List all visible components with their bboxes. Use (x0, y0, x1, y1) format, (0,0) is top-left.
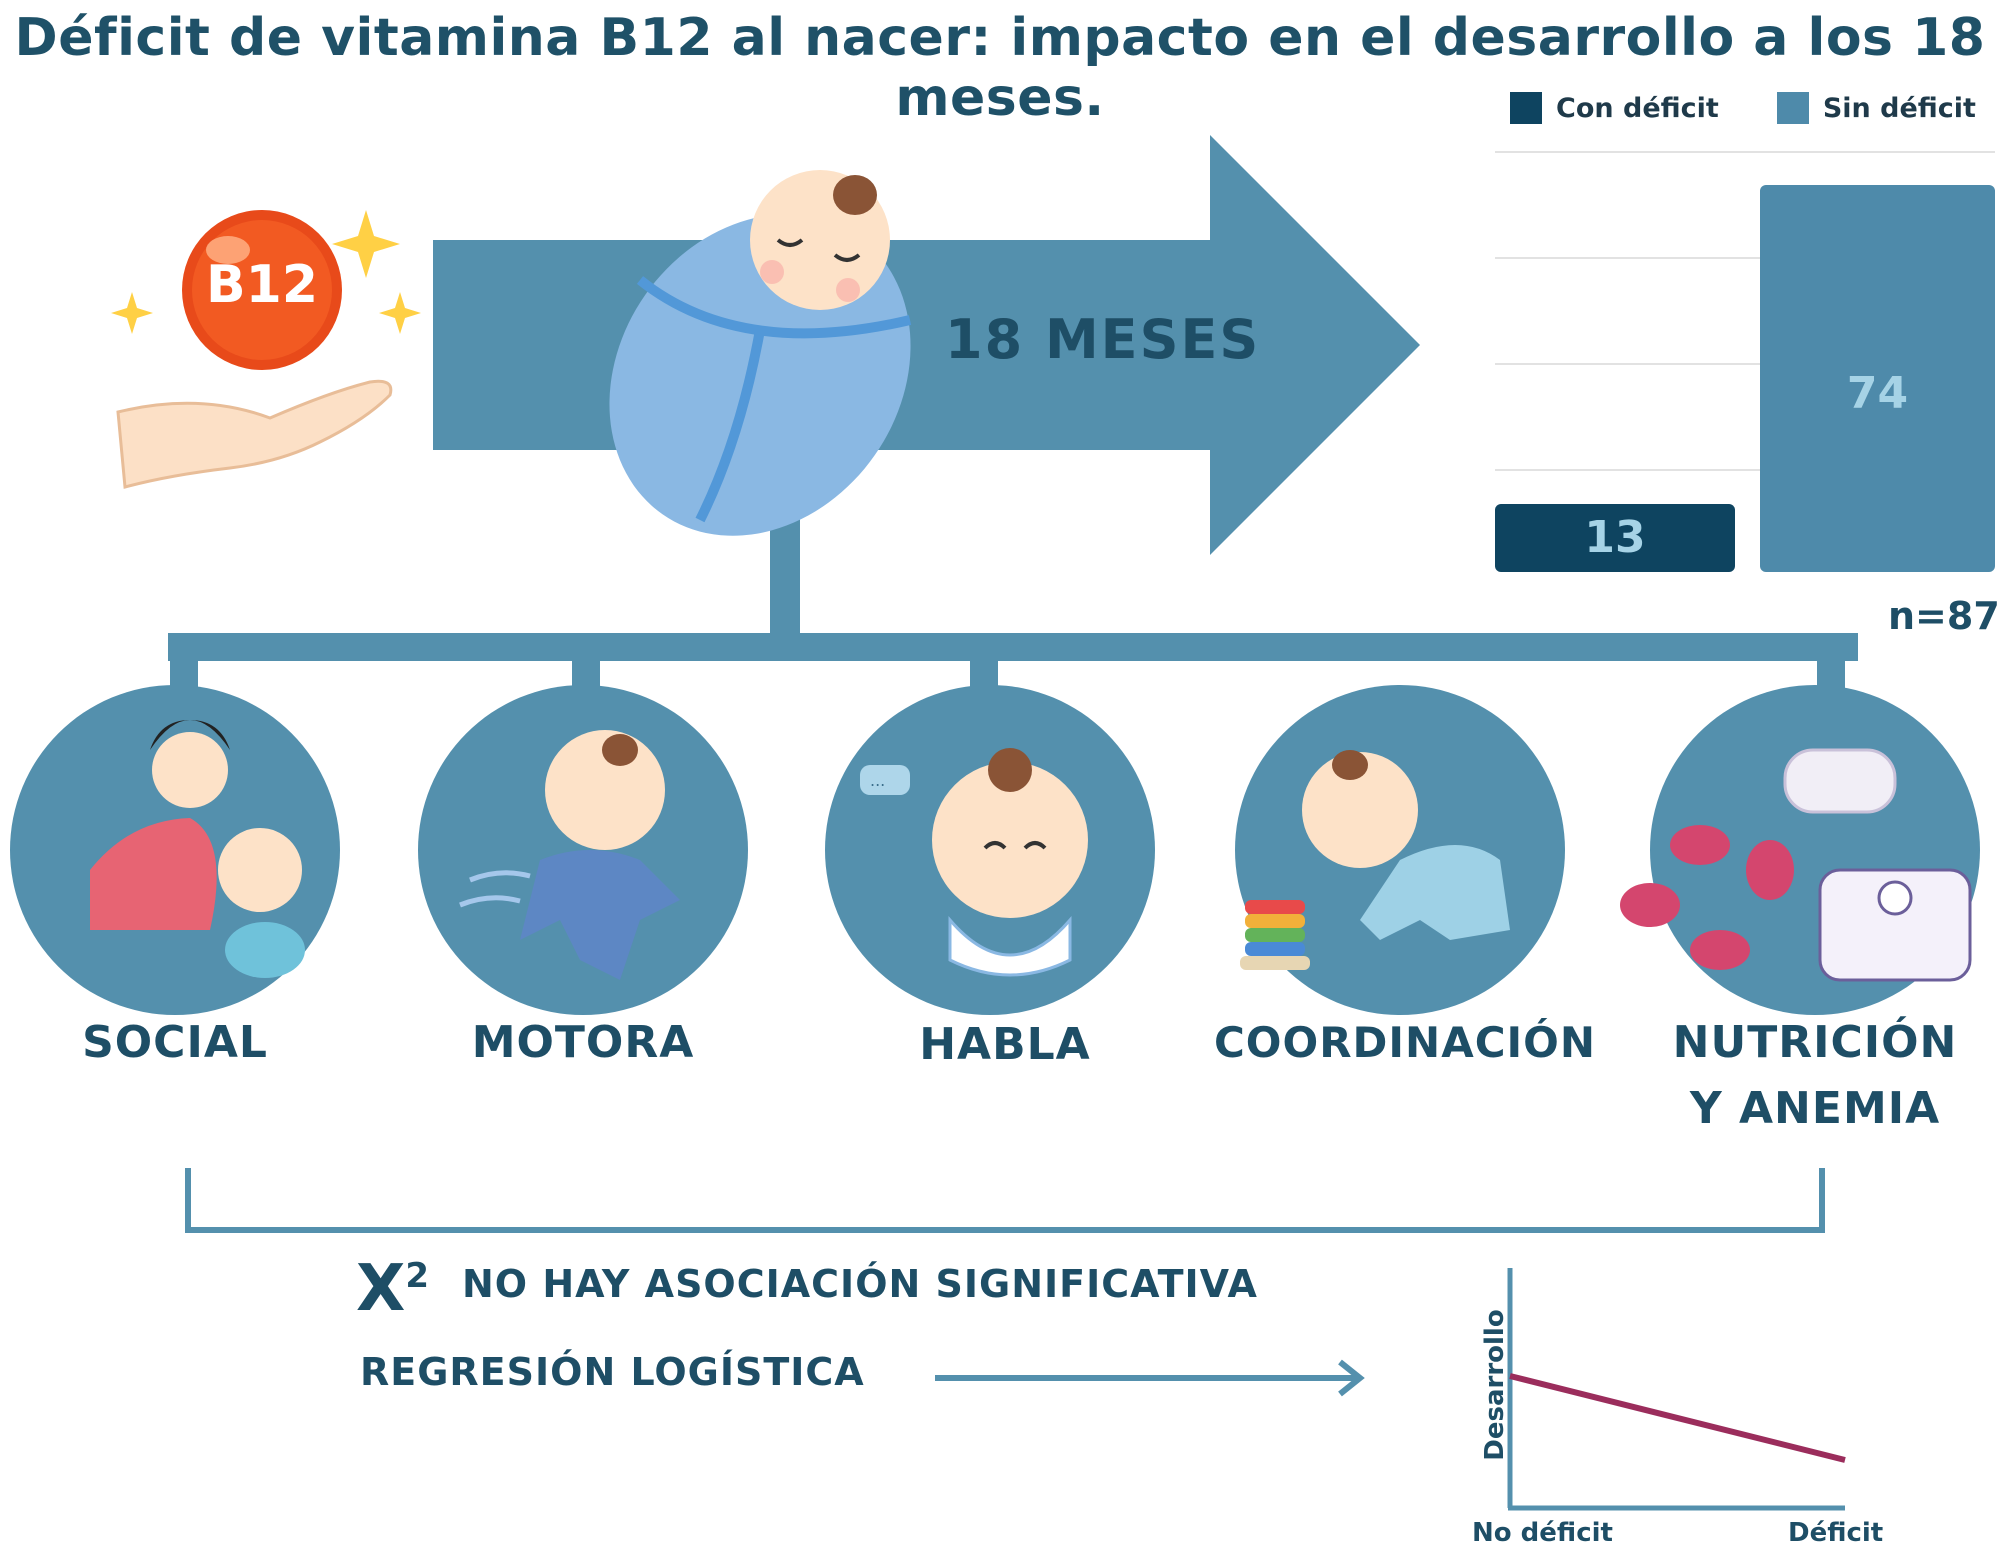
svg-text:...: ... (870, 771, 885, 790)
chi-square-result: NO HAY ASOCIACIÓN SIGNIFICATIVA (462, 1262, 1258, 1306)
category-label-anemia: Y ANEMIA (1689, 1083, 1941, 1134)
bar-value-sin-deficit: 74 (1846, 368, 1909, 419)
legend-label-sin-deficit: Sin déficit (1822, 92, 1976, 124)
chi-power: 2 (405, 1256, 430, 1296)
bar-0 (1495, 504, 1735, 572)
bar-value-con-deficit: 13 (1584, 512, 1646, 563)
chart-legend: Con déficit Sin déficit (1510, 92, 1976, 124)
line-chart-xtick-0: No déficit (1472, 1518, 1613, 1548)
summary-bracket (185, 1168, 1825, 1233)
hand-icon (116, 379, 393, 489)
talking-baby-icon: ... (860, 748, 1088, 977)
line-chart-xtick-1: Déficit (1788, 1518, 1884, 1548)
crawling-baby-icon (1240, 750, 1510, 970)
page-title: Déficit de vitamina B12 al nacer: impact… (14, 8, 1986, 128)
category-label-nutricion: NUTRICIÓN (1672, 1017, 1958, 1068)
legend-label-con-deficit: Con déficit (1556, 92, 1719, 124)
category-label-coordinacion: COORDINACIÓN (1213, 1018, 1597, 1067)
nutrition-anemia-icon (1620, 748, 1972, 982)
running-toddler-icon (459, 730, 680, 980)
chi-symbol: X (356, 1252, 406, 1326)
tree-branch (168, 633, 1858, 661)
b12-capsule-icon (182, 210, 342, 370)
sparkle-icon (111, 210, 421, 334)
line-chart-axes (1507, 1268, 1845, 1511)
b12-badge-label: B12 (206, 255, 318, 315)
legend-swatch-sin-deficit (1776, 92, 1809, 124)
chi-square-symbol: X2 (356, 1252, 429, 1326)
swaddled-baby-icon (609, 170, 912, 536)
category-label-social: SOCIAL (82, 1017, 268, 1068)
sample-size: n=87 (1888, 594, 2000, 638)
timeline-arrow (433, 135, 1420, 555)
category-label-motora: MOTORA (471, 1017, 695, 1068)
legend-swatch-con-deficit (1510, 92, 1542, 124)
circle-motora (418, 685, 748, 1015)
line-chart-ylabel: Desarrollo (1480, 1309, 1510, 1461)
mother-baby-icon (90, 720, 305, 978)
arrow-label: 18 MESES (945, 308, 1261, 371)
trend-line (1509, 1373, 1846, 1463)
regression-label: REGRESIÓN LOGÍSTICA (360, 1350, 865, 1394)
right-arrow-icon (935, 1359, 1365, 1397)
bar-chart-bars (1495, 185, 1995, 572)
bar-1 (1760, 185, 1995, 572)
category-label-habla: HABLA (919, 1019, 1091, 1070)
